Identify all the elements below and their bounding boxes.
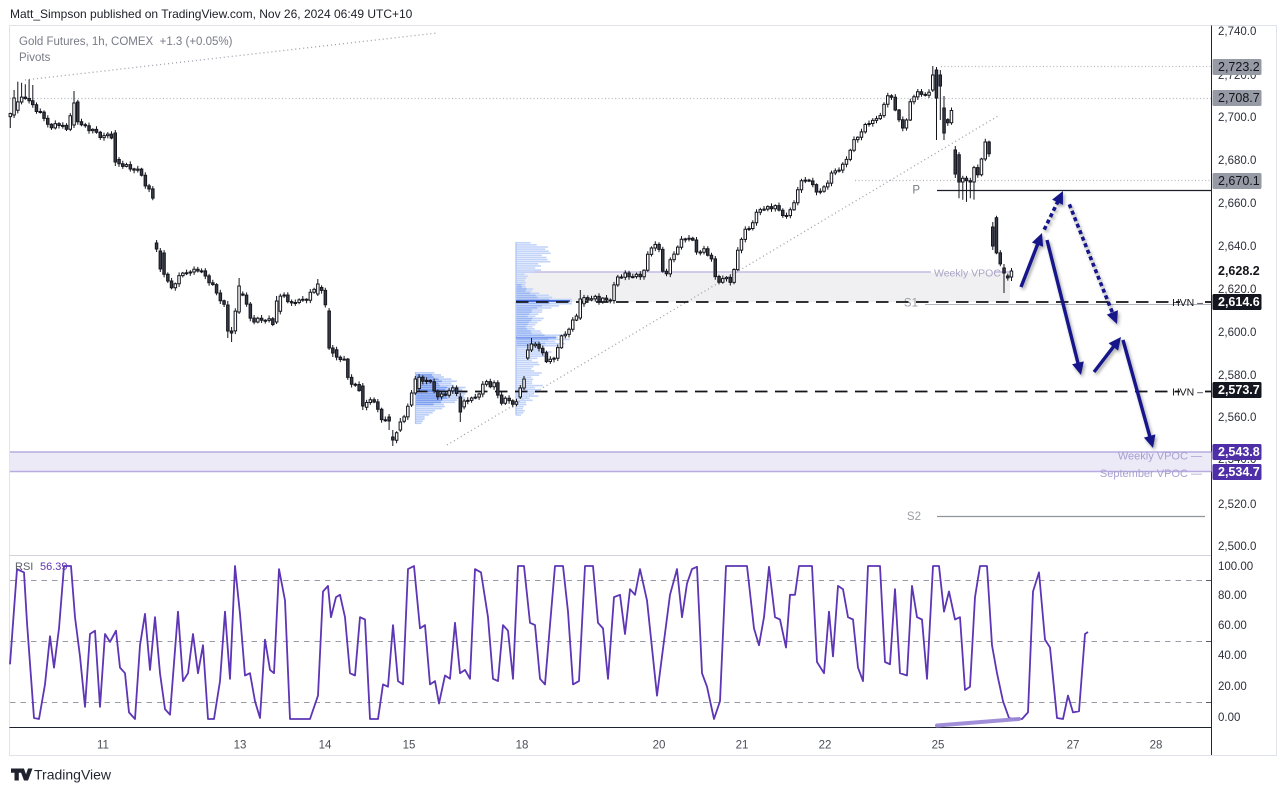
svg-text:Weekly VPOC: Weekly VPOC [934,268,1001,280]
svg-text:40.00: 40.00 [1218,650,1247,662]
svg-text:TradingView: TradingView [34,767,112,783]
svg-text:22: 22 [819,740,832,752]
svg-text:2,640.0: 2,640.0 [1218,241,1256,253]
svg-text:100.00: 100.00 [1218,561,1253,573]
svg-text:27: 27 [1067,740,1080,752]
svg-text:20: 20 [653,740,666,752]
svg-text:13: 13 [234,740,247,752]
svg-text:2,708.7: 2,708.7 [1218,91,1260,105]
svg-text:18: 18 [516,740,529,752]
svg-text:HVN –: HVN – [1172,387,1203,399]
svg-text:2,614.6: 2,614.6 [1218,295,1260,309]
svg-text:60.00: 60.00 [1218,620,1247,632]
svg-text:2,660.0: 2,660.0 [1218,198,1256,210]
svg-text:0.00: 0.00 [1218,712,1240,724]
svg-text:Matt_Simpson published on Trad: Matt_Simpson published on TradingView.co… [10,7,413,21]
svg-text:2,520.0: 2,520.0 [1218,499,1256,511]
svg-text:56.39: 56.39 [40,561,68,573]
svg-text:2,670.1: 2,670.1 [1218,174,1260,188]
svg-text:2,534.7: 2,534.7 [1218,465,1260,479]
svg-text:RSI: RSI [15,561,33,573]
svg-text:2,680.0: 2,680.0 [1218,155,1256,167]
svg-text:September VPOC —: September VPOC — [1100,468,1202,480]
svg-text:11: 11 [97,740,109,752]
svg-text:Gold Futures, 1h, COMEX +1.3: Gold Futures, 1h, COMEX +1.3 (+0.05%) [19,36,233,48]
svg-text:2,560.0: 2,560.0 [1218,412,1256,424]
svg-text:21: 21 [736,740,749,752]
svg-text:2,740.0: 2,740.0 [1218,26,1256,38]
svg-text:2,723.2: 2,723.2 [1218,60,1260,74]
svg-text:2,573.7: 2,573.7 [1218,383,1260,397]
svg-text:20.00: 20.00 [1218,681,1247,693]
svg-text:2,600.0: 2,600.0 [1218,327,1256,339]
svg-text:28: 28 [1150,740,1163,752]
svg-text:S1: S1 [904,298,918,310]
svg-text:2,700.0: 2,700.0 [1218,112,1256,124]
svg-text:2,543.8: 2,543.8 [1218,445,1260,459]
svg-text:15: 15 [403,740,416,752]
svg-text:2,580.0: 2,580.0 [1218,370,1256,382]
svg-text:S2: S2 [907,511,921,523]
svg-text:P: P [912,185,920,197]
svg-text:2,500.0: 2,500.0 [1218,541,1256,553]
svg-text:Weekly VPOC —: Weekly VPOC — [1118,451,1202,463]
svg-text:14: 14 [319,740,332,752]
svg-text:80.00: 80.00 [1218,590,1247,602]
svg-text:HVN –: HVN – [1172,297,1203,309]
svg-text:Pivots: Pivots [19,52,51,64]
svg-text:2,628.2: 2,628.2 [1218,264,1260,278]
svg-text:2,620.0: 2,620.0 [1218,284,1256,296]
svg-text:25: 25 [932,740,945,752]
